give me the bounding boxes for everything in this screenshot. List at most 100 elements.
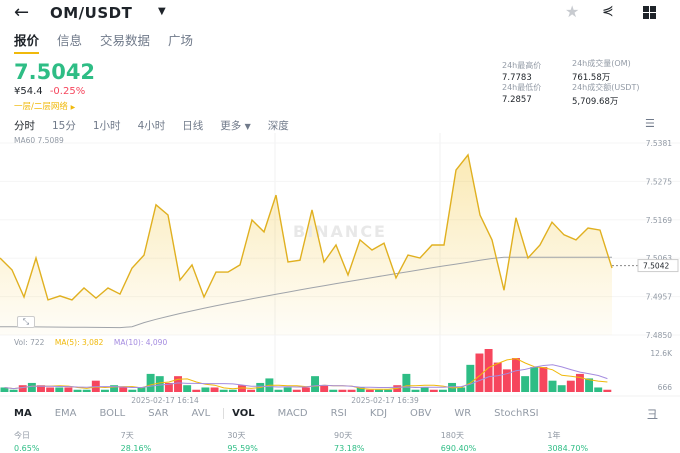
- volume-bar: [402, 373, 411, 392]
- stat-low: 24h最低价 7.2857: [502, 82, 541, 105]
- interval-4h[interactable]: 4小时: [137, 120, 166, 132]
- volume-bar: [603, 389, 612, 392]
- y-tick-label: 7.5063: [646, 254, 672, 263]
- volume-bar: [219, 389, 228, 392]
- stat-vol-om: 24h成交量(OM) 761.58万: [572, 58, 631, 83]
- main-tabs: 报价 信息 交易数据 广场: [14, 30, 193, 54]
- volume-bar: [9, 389, 18, 392]
- grid-icon[interactable]: [643, 6, 656, 19]
- performance-row: 今日 0.65% 7天 28.16% 30天 95.59% 90天 73.18% 180天 690…: [14, 430, 654, 453]
- stat-high-value: 7.7783: [502, 73, 532, 83]
- indicator-obv[interactable]: OBV: [410, 408, 432, 419]
- volume-bar: [429, 389, 438, 392]
- performance-label: 1年: [547, 431, 561, 440]
- volume-bar: [164, 382, 173, 392]
- volume-bar: [493, 362, 502, 392]
- volume-bar: [329, 389, 338, 392]
- indicator-settings-icon[interactable]: ⼹: [647, 408, 658, 421]
- indicator-macd[interactable]: MACD: [277, 408, 308, 419]
- volume-bar: [274, 389, 283, 392]
- performance-label: 30天: [227, 431, 246, 440]
- volume-bar: [585, 378, 594, 392]
- stat-vol-usdt-label: 24h成交额(USDT): [572, 83, 640, 92]
- interval-1d[interactable]: 日线: [182, 120, 204, 132]
- interval-15m[interactable]: 15分: [52, 120, 76, 132]
- indicator-tabs: MA EMA BOLL SAR AVL VOL MACD RSI KDJ OBV WR StochRS…: [14, 408, 562, 419]
- volume-bar: [82, 389, 91, 392]
- performance-item: 30天 95.59%: [227, 430, 334, 453]
- volume-bar: [192, 389, 201, 392]
- interval-time[interactable]: 分时: [14, 120, 35, 132]
- tab-square[interactable]: 广场: [168, 33, 194, 48]
- stat-high: 24h最高价 7.7783: [502, 60, 541, 83]
- interval-more-label: 更多: [220, 120, 242, 132]
- y-tick-label: 7.5381: [646, 139, 672, 148]
- indicator-boll[interactable]: BOLL: [99, 408, 126, 419]
- volume-bar: [146, 373, 155, 392]
- volume-bar: [128, 389, 137, 392]
- performance-item: 90天 73.18%: [334, 430, 441, 453]
- cny-price: ¥54.4: [14, 86, 43, 97]
- network-link-label: 一层/二层网络: [14, 102, 68, 112]
- star-icon[interactable]: ★: [565, 2, 580, 21]
- volume-bar: [512, 358, 520, 392]
- volume-bar: [484, 349, 493, 392]
- price-chart[interactable]: 7.53817.52757.51697.50637.49577.4850BINA…: [0, 133, 680, 403]
- volume-bar: [37, 385, 45, 392]
- stat-high-label: 24h最高价: [502, 61, 542, 70]
- volume-bar: [502, 369, 511, 392]
- indicator-ema[interactable]: EMA: [54, 408, 77, 419]
- performance-item: 今日 0.65%: [14, 430, 121, 453]
- performance-label: 7天: [120, 431, 134, 440]
- indicator-kdj[interactable]: KDJ: [369, 408, 388, 419]
- tab-trade-data[interactable]: 交易数据: [100, 33, 151, 48]
- interval-depth[interactable]: 深度: [267, 120, 289, 132]
- time-label: 2025-02-17 16:39: [351, 396, 419, 403]
- back-arrow-icon[interactable]: ←: [14, 2, 30, 23]
- interval-more[interactable]: 更多 ▼: [220, 118, 251, 133]
- volume-bar: [466, 364, 475, 392]
- volume-bar: [100, 389, 109, 392]
- volume-bar: [411, 389, 420, 392]
- indicator-wr[interactable]: WR: [454, 408, 472, 419]
- volume-bar: [356, 387, 365, 392]
- indicator-sar[interactable]: SAR: [148, 408, 169, 419]
- volume-bar: [174, 376, 182, 392]
- indicator-vol[interactable]: VOL: [223, 408, 255, 419]
- pair-title[interactable]: OM/USDT: [50, 4, 133, 22]
- indicator-stochrsi[interactable]: StochRSI: [494, 408, 539, 419]
- volume-bar: [183, 385, 192, 392]
- price-sub: ¥54.4 -0.25% 一层/二层网络 ▶: [14, 86, 85, 112]
- volume-bar: [311, 376, 320, 392]
- performance-value: 690.40%: [440, 444, 477, 453]
- y-tick-label: 7.5169: [646, 216, 672, 225]
- stat-low-value: 7.2857: [502, 95, 532, 105]
- interval-1h[interactable]: 1小时: [92, 120, 121, 132]
- volume-bar: [110, 385, 119, 392]
- indicator-ma[interactable]: MA: [14, 408, 32, 419]
- price-line: [0, 153, 613, 301]
- indicator-rsi[interactable]: RSI: [330, 408, 347, 419]
- indicator-avl[interactable]: AVL: [191, 408, 211, 419]
- tab-quote[interactable]: 报价: [14, 30, 40, 54]
- chevron-down-icon[interactable]: ▼: [158, 6, 166, 17]
- volume-bar: [375, 389, 383, 392]
- fullscreen-icon[interactable]: ⤡: [17, 316, 35, 328]
- tab-info[interactable]: 信息: [57, 33, 83, 48]
- current-price-label: 7.5042: [643, 262, 669, 271]
- price-change: -0.25%: [49, 86, 86, 97]
- performance-value: 3084.70%: [547, 444, 589, 453]
- volume-bar: [475, 353, 484, 392]
- performance-value: 28.16%: [120, 444, 152, 453]
- network-link[interactable]: 一层/二层网络 ▶: [14, 100, 85, 112]
- volume-bar: [521, 376, 530, 392]
- volume-bar: [566, 380, 575, 392]
- volume-bar: [283, 387, 292, 392]
- chart-settings-icon[interactable]: ☰: [645, 117, 655, 130]
- volume-bar: [46, 387, 55, 392]
- volume-bar: [55, 387, 64, 392]
- share-icon[interactable]: ⋞: [602, 3, 614, 19]
- volume-legend: Vol: 722 MA(5): 3,082 MA(10): 4,090: [14, 338, 167, 347]
- volume-bar: [575, 373, 584, 392]
- volume-bar: [0, 387, 9, 392]
